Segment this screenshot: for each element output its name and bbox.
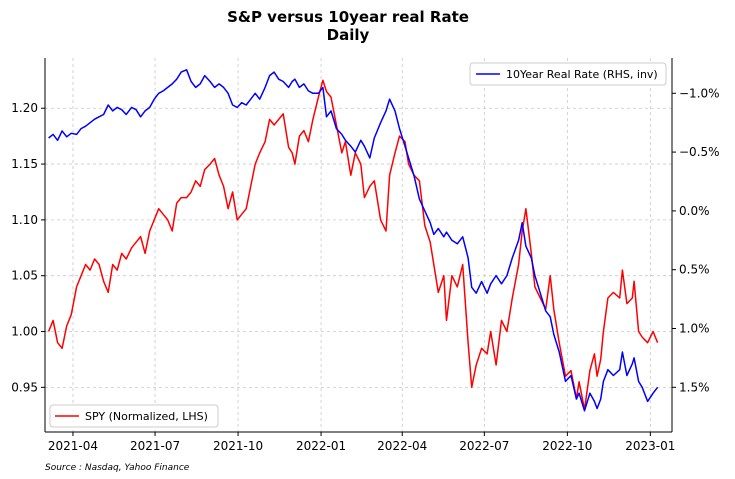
spy-series-line bbox=[47, 79, 659, 411]
x-tick-label: 2022-07 bbox=[459, 439, 509, 453]
x-tick-label: 2023-01 bbox=[625, 439, 675, 453]
x-tick-label: 2021-10 bbox=[213, 439, 263, 453]
x-tick-label: 2022-04 bbox=[377, 439, 427, 453]
y-right-tick-label: 0.5% bbox=[679, 263, 710, 277]
y-left-tick-label: 1.20 bbox=[11, 101, 38, 115]
y-right-tick-label: 1.0% bbox=[679, 322, 710, 336]
x-tick-label: 2022-01 bbox=[296, 439, 346, 453]
x-tick-label: 2021-07 bbox=[130, 439, 180, 453]
legend-left-box bbox=[49, 404, 219, 428]
series-layer bbox=[47, 69, 659, 412]
y-right-tick-label: −0.5% bbox=[679, 145, 720, 159]
legend-left-label: SPY (Normalized, LHS) bbox=[85, 410, 208, 423]
y-left-tick-label: 1.00 bbox=[11, 325, 38, 339]
x-tick-label: 2022-10 bbox=[542, 439, 592, 453]
y-right-tick-label: 1.5% bbox=[679, 380, 710, 394]
legend-left: SPY (Normalized, LHS) bbox=[49, 404, 219, 428]
ticks-layer: 2021-04 2021-07 2021-10 2022-01 2022-04 2022-… bbox=[11, 86, 719, 453]
grid-layer bbox=[45, 58, 672, 432]
legend-right-label: 10Year Real Rate (RHS, inv) bbox=[506, 68, 658, 81]
y-right-tick-label: 0.0% bbox=[679, 204, 710, 218]
chart-subtitle: Daily bbox=[327, 26, 370, 44]
y-left-tick-label: 0.95 bbox=[11, 380, 38, 394]
y-left-tick-label: 1.05 bbox=[11, 269, 38, 283]
source-note: Source : Nasdaq, Yahoo Finance bbox=[45, 463, 190, 473]
real-rate-series-line bbox=[48, 69, 659, 412]
legend-right: 10Year Real Rate (RHS, inv) bbox=[469, 62, 667, 86]
legend-right-box bbox=[469, 62, 667, 86]
chart-title: S&P versus 10year real Rate bbox=[227, 8, 469, 26]
y-right-tick-label: −1.0% bbox=[679, 86, 720, 100]
y-left-tick-label: 1.10 bbox=[11, 213, 38, 227]
x-tick-label: 2021-04 bbox=[48, 439, 98, 453]
y-left-tick-label: 1.15 bbox=[11, 157, 38, 171]
